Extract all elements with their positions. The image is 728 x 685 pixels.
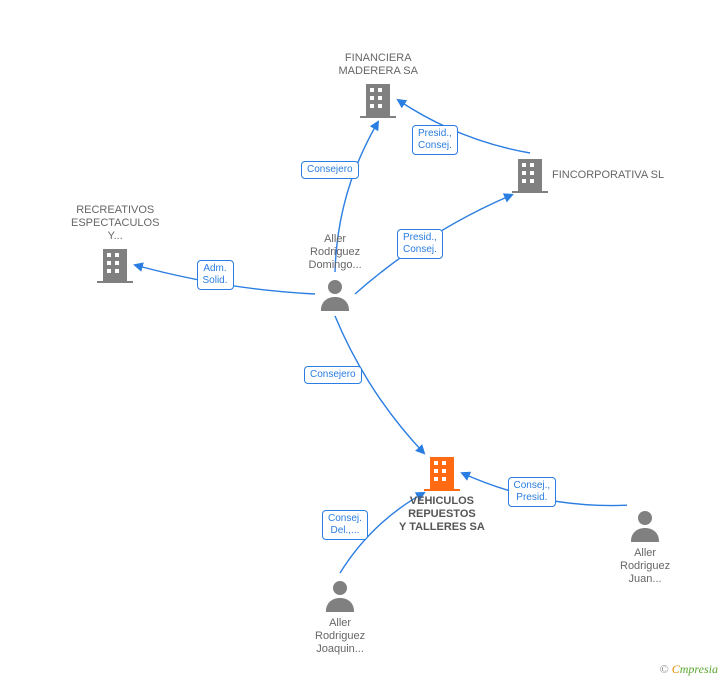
copyright-symbol: © bbox=[660, 662, 669, 676]
diagram-stage: © Cmpresia Consejero Presid., Consej. Pres… bbox=[0, 0, 728, 685]
edge-label: Presid., Consej. bbox=[412, 125, 458, 155]
node-label: FINCORPORATIVA SL bbox=[552, 169, 664, 182]
edge-line bbox=[335, 316, 424, 453]
person-node[interactable] bbox=[326, 581, 354, 612]
building-icon bbox=[424, 457, 460, 491]
person-icon bbox=[631, 511, 659, 542]
node-label: RECREATIVOS ESPECTACULOS Y... bbox=[71, 204, 159, 243]
company-node[interactable] bbox=[97, 249, 133, 283]
watermark: © Cmpresia bbox=[660, 662, 718, 677]
brand-first-letter: C bbox=[672, 662, 680, 676]
edge-label: Consejero bbox=[301, 161, 359, 179]
company-node[interactable] bbox=[424, 457, 460, 491]
brand-rest: mpresia bbox=[680, 662, 718, 676]
node-label: FINANCIERA MADERERA SA bbox=[339, 52, 418, 78]
edge-label: Consej. Del.,... bbox=[322, 510, 368, 540]
node-label: VEHICULOS REPUESTOS Y TALLERES SA bbox=[399, 495, 485, 534]
node-label: Aller Rodriguez Domingo... bbox=[309, 233, 362, 272]
company-node[interactable] bbox=[512, 159, 548, 193]
node-label: Aller Rodriguez Juan... bbox=[620, 547, 670, 586]
building-icon bbox=[97, 249, 133, 283]
edge-label: Adm. Solid. bbox=[197, 260, 234, 290]
person-icon bbox=[326, 581, 354, 612]
person-node[interactable] bbox=[321, 280, 349, 311]
network-svg bbox=[0, 0, 728, 685]
edge-label: Consejero bbox=[304, 366, 362, 384]
company-node[interactable] bbox=[360, 84, 396, 118]
building-icon bbox=[512, 159, 548, 193]
node-label: Aller Rodriguez Joaquin... bbox=[315, 617, 365, 656]
person-icon bbox=[321, 280, 349, 311]
edge-label: Consej., Presid. bbox=[508, 477, 557, 507]
person-node[interactable] bbox=[631, 511, 659, 542]
edge-label: Presid., Consej. bbox=[397, 229, 443, 259]
building-icon bbox=[360, 84, 396, 118]
